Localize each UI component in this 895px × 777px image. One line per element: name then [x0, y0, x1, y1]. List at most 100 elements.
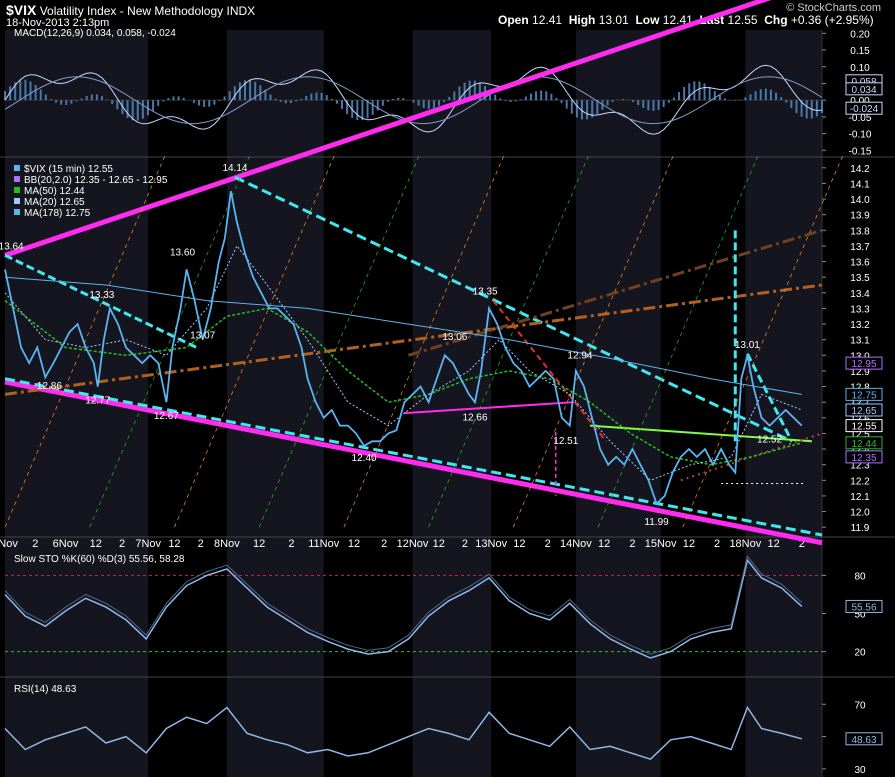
price-axis-tick-label: 12.1 — [850, 492, 870, 503]
open-value: 12.41 — [532, 13, 563, 27]
macd-axis-tick-label: 0.15 — [850, 46, 870, 57]
macd-axis-tick-label: 0.20 — [850, 29, 870, 40]
chg-label: Chg — [764, 13, 788, 27]
price-legend-swatch — [14, 198, 20, 204]
low-label: Low — [635, 13, 660, 27]
red-trend-line — [492, 299, 607, 442]
price-value-label: 12.95 — [851, 359, 876, 370]
price-value-label: 12.44 — [851, 439, 876, 450]
price-value-label-box — [845, 356, 883, 370]
x-tick-label: 12 — [90, 538, 102, 550]
x-tick-label: 2 — [198, 538, 204, 550]
price-axis-tick-label: 14.2 — [850, 164, 870, 175]
price-axis-tick-label: 13.6 — [850, 258, 870, 269]
macd-value-label-box — [845, 82, 883, 96]
price-line — [4, 191, 803, 506]
x-tick-label: 12 — [348, 538, 360, 550]
price-annotation: 12.66 — [463, 412, 488, 423]
price-legend-item: MA(178) 12.75 — [24, 208, 91, 219]
macd-value-label: 0.034 — [851, 85, 876, 96]
price-annotation: 13.60 — [170, 248, 195, 259]
price-axis-tick-label: 14.0 — [850, 195, 870, 206]
x-tick-label: 2 — [381, 538, 387, 550]
price-annotation: 13.07 — [190, 330, 215, 341]
price-axis-tick-label: 12.3 — [850, 461, 870, 472]
macd-axis-tick-label: -0.05 — [849, 113, 872, 124]
rsi-legend: RSI(14) 48.63 — [14, 684, 77, 695]
price-annotation: 13.35 — [473, 287, 498, 298]
price-value-label: 12.35 — [851, 453, 876, 464]
macd-axis-tick-label: -0.10 — [849, 130, 872, 141]
x-tick-label: 12 — [598, 538, 610, 550]
x-tick-label: 12 — [683, 538, 695, 550]
x-tick-label: 14Nov — [560, 538, 592, 550]
x-tick-label: 2 — [462, 538, 468, 550]
x-tick-label: 2 — [32, 538, 38, 550]
day-band — [5, 30, 66, 777]
x-tick-label: 13Nov — [475, 538, 507, 550]
macd-value-label: -0.024 — [850, 104, 879, 115]
price-value-label-box — [845, 403, 883, 417]
rsi-value-label: 48.63 — [851, 735, 876, 746]
price-annotation: 11.99 — [644, 517, 669, 528]
chart-title: $VIX Volatility Index - New Methodology … — [6, 2, 255, 18]
low-value: 12.41 — [662, 13, 693, 27]
x-tick-label: 18Nov — [729, 538, 761, 550]
price-axis-tick-label: 13.7 — [850, 242, 870, 253]
x-tick-label: 5Nov — [0, 538, 18, 550]
rsi-line — [4, 705, 802, 761]
macd-axis-tick-label: -0.15 — [849, 146, 872, 157]
price-axis-tick-label: 12.5 — [850, 429, 870, 440]
price-axis-tick-label: 11.9 — [851, 523, 870, 534]
sto-value-label: 55.56 — [851, 602, 876, 613]
security-name: Volatility Index - New Methodology — [39, 4, 224, 18]
price-axis-tick-label: 13.2 — [850, 320, 870, 331]
ma178-line — [4, 276, 802, 395]
price-value-label-box — [845, 387, 883, 401]
sto-k-line — [4, 558, 803, 659]
stockcharts-credit: © StockCharts.com — [786, 2, 881, 14]
price-annotation: 14.14 — [222, 163, 247, 174]
red-dotted-line — [680, 432, 823, 482]
price-value-label: 12.55 — [851, 422, 876, 433]
magenta-short-line — [404, 401, 574, 415]
high-label: High — [568, 13, 596, 27]
price-legend-swatch — [14, 187, 20, 193]
x-tick-label: 2 — [714, 538, 720, 550]
sto-axis-tick-label: 80 — [854, 571, 866, 582]
price-legend-item: MA(50) 12.44 — [24, 186, 85, 197]
price-legend-swatch — [14, 209, 20, 215]
x-tick-label: 12 — [767, 538, 779, 550]
x-tick-label: 8Nov — [214, 538, 240, 550]
price-value-label-box — [845, 419, 883, 433]
x-tick-label: 2 — [288, 538, 294, 550]
ma20-line — [4, 244, 802, 481]
price-annotation: 12.52 — [757, 434, 782, 445]
sto-axis-tick-label: 20 — [854, 648, 866, 659]
macd-value-label-box — [845, 101, 883, 115]
price-axis-tick-label: 13.4 — [850, 289, 870, 300]
price-legend-swatch — [14, 176, 20, 182]
price-annotation: 12.86 — [37, 381, 62, 392]
rsi-axis-tick-label: 30 — [854, 765, 866, 776]
x-tick-label: 2 — [629, 538, 635, 550]
x-tick-label: 15Nov — [645, 538, 677, 550]
price-axis-tick-label: 13.3 — [850, 304, 870, 315]
day-band — [412, 30, 492, 777]
x-tick-label: 12 — [253, 538, 265, 550]
x-tick-label: 12 — [168, 538, 180, 550]
price-legend-item: $VIX (15 min) 12.55 — [24, 164, 113, 175]
x-tick-label: 12 — [433, 538, 445, 550]
last-value: 12.55 — [727, 13, 758, 27]
price-annotation: 12.77 — [85, 395, 110, 406]
x-tick-label: 2 — [799, 538, 805, 550]
symbol: $VIX — [6, 2, 37, 18]
price-axis-tick-label: 12.2 — [850, 476, 870, 487]
price-annotation: 12.67 — [154, 411, 179, 422]
rsi-axis-tick-label: 70 — [854, 700, 866, 711]
sto-d-line — [4, 555, 803, 655]
cyan-falling-trendline — [234, 175, 793, 443]
exchange: INDX — [226, 4, 256, 18]
x-tick-label: 2 — [545, 538, 551, 550]
